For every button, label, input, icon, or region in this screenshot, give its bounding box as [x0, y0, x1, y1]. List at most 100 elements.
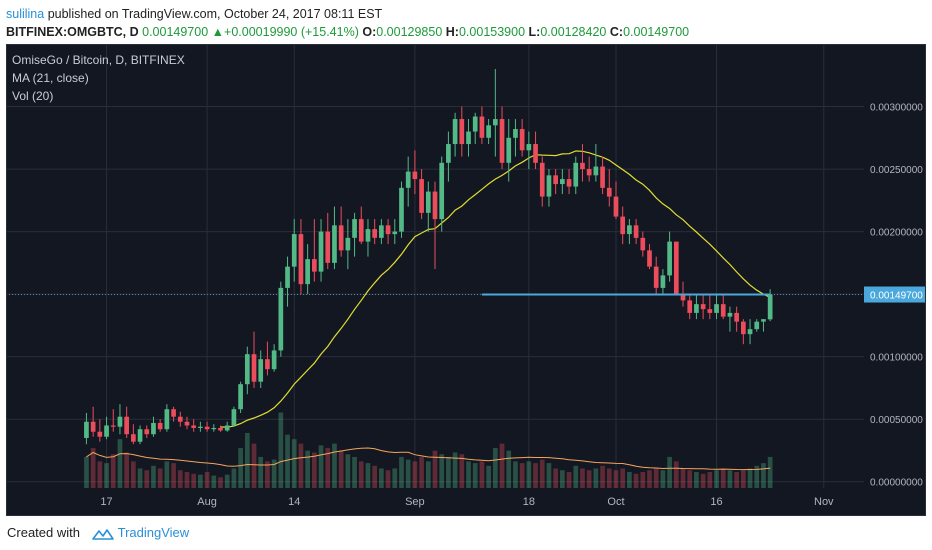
candle-body: [211, 427, 217, 430]
candle-body: [560, 179, 565, 185]
candle-body: [452, 119, 458, 145]
volume-bar: [198, 474, 203, 488]
candle-body: [399, 187, 404, 232]
candle-body: [573, 162, 579, 187]
candle-body: [620, 216, 626, 235]
candle: [164, 404, 170, 432]
volume-bar: [466, 461, 471, 488]
volume-bar: [653, 468, 659, 488]
candle: [298, 219, 304, 295]
candle: [97, 419, 103, 442]
candle-body: [412, 171, 418, 180]
volume-bar: [720, 468, 726, 488]
candle-body: [379, 225, 384, 238]
candle: [647, 244, 652, 270]
price-scale[interactable]: 0.000000000.000500000.001000000.00150000…: [864, 44, 926, 489]
candle-body: [513, 129, 518, 138]
volume-bar: [600, 465, 605, 488]
candle: [84, 412, 89, 445]
time-scale[interactable]: 17 Aug 14 Sep 18 Oct 16 Nov: [6, 488, 926, 516]
volume-bar: [358, 461, 364, 488]
volume-bar: [131, 461, 136, 488]
candle: [405, 156, 411, 207]
volume-bar: [707, 472, 713, 488]
candle: [392, 219, 398, 245]
candle: [325, 212, 331, 270]
candle-body: [546, 175, 552, 197]
candle-body: [613, 196, 619, 217]
volume-bar: [352, 456, 357, 488]
candle: [519, 119, 525, 157]
volume-bar: [318, 445, 324, 488]
candle-body: [647, 250, 652, 267]
volume-bar: [278, 412, 284, 488]
candle-body: [117, 416, 123, 427]
candle: [244, 346, 250, 395]
candle: [184, 416, 190, 430]
candle: [425, 181, 431, 232]
candle: [700, 294, 706, 320]
volume-bar: [177, 470, 183, 488]
candle: [479, 106, 485, 145]
candle-body: [653, 266, 659, 288]
close-value: 0.00149700: [623, 25, 690, 39]
volume-bar: [157, 468, 163, 488]
candle: [553, 169, 559, 195]
candle-body: [137, 429, 143, 442]
candle-body: [492, 119, 498, 126]
candle-body: [680, 294, 686, 301]
candle: [144, 425, 150, 438]
chart-pane[interactable]: [6, 44, 864, 488]
candle-body: [425, 191, 431, 213]
candle-body: [157, 422, 163, 430]
author-link[interactable]: sulilina: [6, 7, 45, 21]
legend-ma[interactable]: MA (21, close): [12, 71, 89, 85]
candle: [472, 112, 478, 145]
candle-body: [506, 137, 512, 163]
publish-line: sulilina published on TradingView.com, O…: [6, 5, 926, 23]
candle: [345, 219, 351, 270]
candle: [627, 219, 632, 245]
candle-body: [191, 425, 197, 428]
chart-legend: OmiseGo / Bitcoin, D, BITFINEX MA (21, c…: [12, 51, 185, 105]
candle-body: [519, 129, 525, 151]
candle-body: [707, 309, 713, 313]
time-axis[interactable]: 17 Aug 14 Sep 18 Oct 16 Nov: [6, 488, 926, 516]
candle: [412, 150, 418, 195]
price-change: +0.00019990 (+15.41%): [224, 25, 359, 39]
candle: [606, 169, 612, 207]
candle: [539, 156, 545, 207]
legend-vol[interactable]: Vol (20): [12, 89, 54, 103]
volume-bar: [425, 461, 431, 488]
price-tick-label: 0.00100000: [870, 353, 923, 364]
volume-bar: [305, 450, 310, 488]
volume-bar: [673, 461, 679, 488]
candle: [137, 425, 143, 445]
volume-bar: [104, 463, 109, 488]
candle: [124, 406, 130, 438]
candle: [747, 319, 753, 345]
candle: [385, 219, 391, 245]
volume-bar: [298, 443, 304, 488]
volume-bar: [439, 454, 445, 488]
price-axis[interactable]: 0.000000000.000500000.001000000.00150000…: [864, 44, 926, 489]
candle-body: [385, 225, 391, 235]
volume-bar: [211, 475, 217, 488]
candle-body: [472, 116, 478, 132]
volume-bar: [694, 472, 699, 488]
volume-bar: [506, 450, 512, 488]
volume-bar: [499, 443, 505, 488]
volume-bar: [117, 439, 123, 488]
volume-bar: [345, 454, 351, 488]
candle: [251, 331, 257, 388]
volume-bar: [560, 470, 565, 488]
candle: [238, 381, 243, 413]
candle: [613, 181, 619, 220]
tradingview-link[interactable]: TradingView: [117, 525, 190, 540]
candle-body: [600, 166, 605, 188]
candlestick-chart[interactable]: [6, 44, 864, 488]
volume-bar: [727, 470, 733, 488]
candle: [131, 424, 136, 445]
volume-bar: [479, 461, 485, 488]
candle: [761, 319, 766, 332]
